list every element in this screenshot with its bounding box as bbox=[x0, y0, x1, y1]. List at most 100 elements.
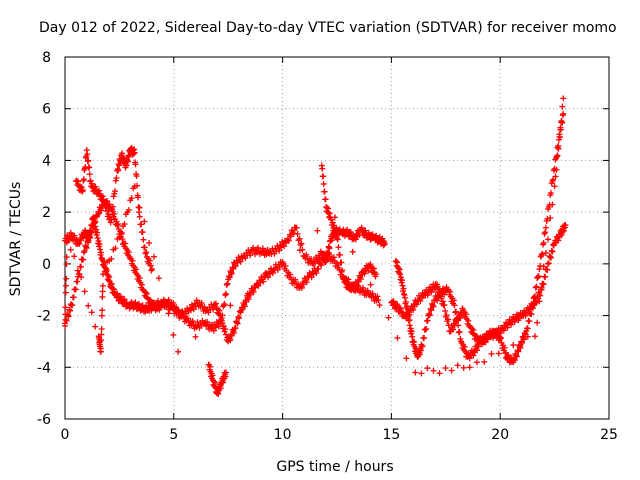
data-point bbox=[192, 302, 199, 309]
y-tick-label: 2 bbox=[42, 205, 51, 221]
data-point bbox=[540, 281, 547, 288]
data-point bbox=[78, 184, 85, 191]
y-tick-label: 8 bbox=[42, 50, 51, 66]
data-point bbox=[542, 249, 549, 256]
x-tick-label: 15 bbox=[382, 427, 400, 443]
data-point bbox=[436, 370, 443, 377]
data-point bbox=[98, 312, 105, 319]
data-point bbox=[220, 302, 227, 309]
data-point bbox=[255, 282, 262, 289]
data-point bbox=[143, 290, 150, 297]
data-point bbox=[430, 367, 437, 374]
data-point bbox=[287, 233, 294, 240]
data-point bbox=[114, 222, 121, 229]
data-point bbox=[138, 221, 145, 228]
data-point bbox=[215, 390, 222, 397]
data-point bbox=[113, 175, 120, 182]
data-point bbox=[117, 293, 124, 300]
data-point bbox=[347, 229, 354, 236]
data-point bbox=[560, 110, 567, 117]
data-point bbox=[187, 307, 194, 314]
data-point bbox=[63, 239, 70, 246]
data-point bbox=[550, 176, 557, 183]
data-point bbox=[232, 263, 239, 270]
data-point bbox=[402, 298, 409, 305]
data-point bbox=[88, 309, 95, 316]
y-tick-label: -6 bbox=[37, 412, 51, 428]
data-point bbox=[184, 315, 191, 322]
data-point bbox=[62, 311, 69, 318]
x-tick-label: 10 bbox=[274, 427, 292, 443]
data-point bbox=[64, 312, 71, 319]
data-point bbox=[116, 162, 123, 169]
data-point bbox=[98, 326, 105, 333]
data-point bbox=[416, 351, 423, 358]
series-trace-g bbox=[205, 361, 230, 397]
data-point bbox=[475, 343, 482, 350]
data-point bbox=[542, 273, 549, 280]
data-point bbox=[194, 319, 201, 326]
data-point bbox=[111, 210, 118, 217]
data-point bbox=[65, 313, 72, 320]
data-point bbox=[62, 289, 69, 296]
x-tick-label: 5 bbox=[169, 427, 178, 443]
data-point bbox=[542, 224, 549, 231]
data-point bbox=[77, 263, 84, 270]
data-point bbox=[98, 337, 105, 344]
data-point bbox=[224, 280, 231, 287]
data-point bbox=[125, 207, 132, 214]
y-tick-label: 6 bbox=[42, 102, 51, 118]
data-point bbox=[98, 249, 105, 256]
data-point bbox=[278, 244, 285, 251]
data-point bbox=[135, 194, 142, 201]
data-point bbox=[544, 215, 551, 222]
data-point bbox=[322, 196, 329, 203]
data-point bbox=[179, 310, 186, 317]
data-point bbox=[219, 312, 226, 319]
data-point bbox=[339, 267, 346, 274]
data-point bbox=[192, 322, 199, 329]
data-point bbox=[542, 229, 549, 236]
data-point bbox=[451, 302, 458, 309]
data-point bbox=[101, 199, 108, 206]
data-point bbox=[326, 249, 333, 256]
data-point bbox=[315, 265, 322, 272]
data-point bbox=[160, 296, 167, 303]
y-tick-label: 0 bbox=[42, 257, 51, 273]
data-point bbox=[428, 307, 435, 314]
data-point bbox=[63, 275, 70, 282]
data-point bbox=[148, 267, 155, 274]
data-point bbox=[105, 211, 112, 218]
data-point bbox=[367, 281, 374, 288]
data-point bbox=[551, 183, 558, 190]
y-axis-label: SDTVAR / TECUs bbox=[8, 182, 24, 297]
data-point bbox=[231, 330, 238, 337]
data-point bbox=[109, 203, 116, 210]
data-point bbox=[354, 283, 361, 290]
data-point bbox=[245, 296, 252, 303]
data-point bbox=[418, 370, 425, 377]
data-point bbox=[562, 222, 569, 229]
data-point bbox=[443, 312, 450, 319]
data-point bbox=[85, 302, 92, 309]
data-point bbox=[524, 325, 531, 332]
data-point bbox=[560, 95, 567, 102]
data-point bbox=[98, 331, 105, 338]
data-point bbox=[456, 328, 463, 335]
data-point bbox=[494, 329, 501, 336]
data-point bbox=[88, 180, 95, 187]
data-point bbox=[103, 202, 110, 209]
data-point bbox=[92, 183, 99, 190]
data-point bbox=[223, 281, 230, 288]
y-tick-label: 4 bbox=[42, 153, 51, 169]
data-point bbox=[232, 325, 239, 332]
data-point bbox=[397, 271, 404, 278]
data-point bbox=[521, 336, 528, 343]
data-point bbox=[399, 282, 406, 289]
data-point bbox=[336, 251, 343, 258]
data-point bbox=[439, 298, 446, 305]
data-point bbox=[91, 224, 98, 231]
data-point bbox=[556, 131, 563, 138]
data-point bbox=[135, 300, 142, 307]
data-point bbox=[235, 313, 242, 320]
